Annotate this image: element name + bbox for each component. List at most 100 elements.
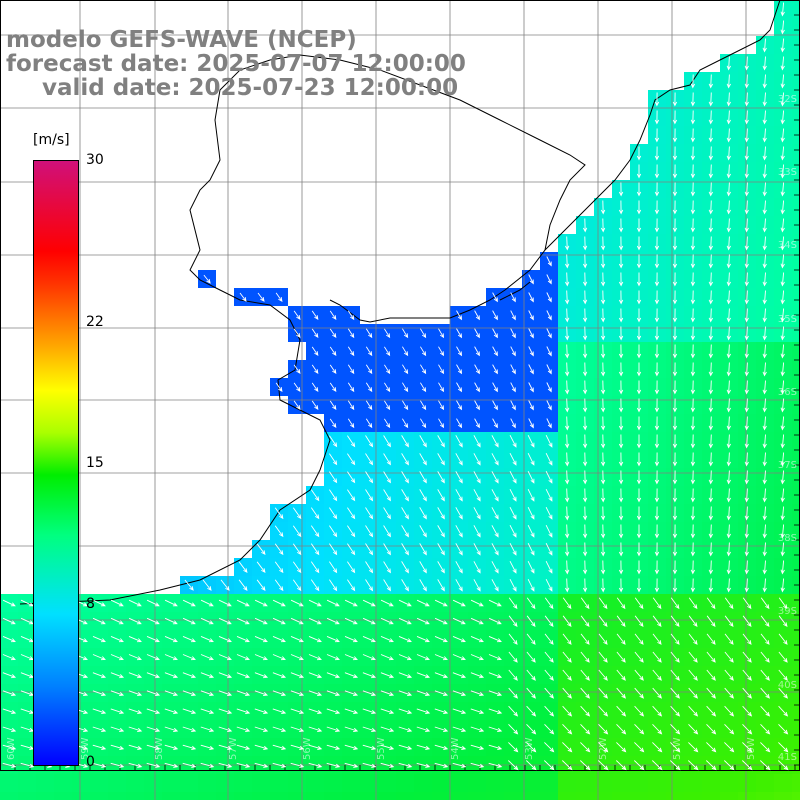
wind-arrow bbox=[688, 687, 698, 699]
wind-arrow bbox=[491, 471, 499, 484]
wind-speed-cell bbox=[198, 774, 216, 792]
wind-arrow bbox=[488, 672, 503, 679]
wind-arrow bbox=[510, 346, 516, 357]
wind-arrow bbox=[347, 435, 356, 448]
wind-arrow bbox=[634, 742, 645, 753]
wind-arrow bbox=[652, 651, 662, 663]
wind-arrow bbox=[744, 470, 749, 485]
wind-arrow bbox=[742, 633, 752, 645]
wind-arrow bbox=[565, 434, 570, 449]
wind-arrow bbox=[509, 434, 517, 448]
wind-arrow bbox=[452, 708, 467, 715]
wind-speed-cell bbox=[54, 774, 72, 792]
wind-arrow bbox=[762, 146, 767, 161]
wind-arrow bbox=[778, 651, 788, 663]
wind-arrow bbox=[437, 579, 445, 592]
wind-arrow bbox=[634, 669, 644, 681]
wind-arrow bbox=[420, 346, 427, 357]
wind-speed-cell bbox=[324, 792, 342, 800]
wind-speed-cell bbox=[684, 774, 702, 792]
wind-arrow bbox=[492, 292, 498, 303]
wind-arrow bbox=[236, 635, 250, 643]
wind-arrow bbox=[470, 672, 485, 679]
wind-arrow bbox=[742, 597, 752, 610]
wind-arrow bbox=[600, 524, 606, 539]
wind-arrow bbox=[92, 617, 106, 625]
wind-arrow bbox=[724, 669, 734, 681]
wind-arrow bbox=[616, 615, 626, 628]
wind-arrow bbox=[690, 146, 696, 161]
wind-arrow bbox=[526, 742, 537, 753]
wind-arrow bbox=[218, 708, 233, 715]
wind-arrow bbox=[401, 525, 409, 538]
wind-arrow bbox=[708, 380, 713, 395]
wind-arrow bbox=[292, 543, 302, 556]
wind-arrow bbox=[492, 364, 498, 375]
wind-arrow bbox=[690, 380, 696, 395]
wind-arrow bbox=[708, 470, 713, 485]
wind-arrow bbox=[672, 416, 678, 431]
wind-speed-cell bbox=[792, 342, 800, 360]
wind-arrow bbox=[780, 452, 785, 467]
wind-speed-cell bbox=[792, 594, 800, 612]
wind-arrow bbox=[690, 362, 696, 377]
wind-arrow bbox=[618, 308, 624, 323]
wind-speed-cell bbox=[792, 360, 800, 378]
wind-arrow bbox=[652, 687, 662, 699]
wind-arrow bbox=[708, 326, 713, 341]
wind-arrow bbox=[473, 435, 481, 448]
wind-arrow bbox=[634, 705, 645, 717]
wind-arrow bbox=[598, 742, 609, 753]
wind-arrow bbox=[470, 599, 484, 607]
wind-arrow bbox=[200, 654, 214, 661]
wind-speed-cell bbox=[792, 522, 800, 540]
wind-arrow bbox=[20, 599, 34, 607]
wind-arrow bbox=[741, 760, 753, 771]
wind-arrow bbox=[362, 672, 377, 679]
wind-arrow bbox=[290, 599, 304, 607]
wind-arrow bbox=[618, 506, 624, 521]
wind-arrow bbox=[419, 561, 427, 574]
wind-arrow bbox=[545, 434, 553, 448]
wind-arrow bbox=[434, 617, 448, 625]
wind-arrow bbox=[726, 74, 731, 89]
wind-arrow bbox=[600, 344, 606, 359]
wind-arrow bbox=[164, 744, 179, 750]
wind-arrow bbox=[565, 416, 570, 431]
wind-arrow bbox=[762, 56, 767, 71]
wind-arrow bbox=[545, 524, 553, 538]
wind-speed-cell bbox=[504, 792, 522, 800]
wind-arrow bbox=[672, 434, 678, 449]
wind-arrow bbox=[509, 488, 517, 502]
wind-arrow bbox=[200, 726, 215, 732]
wind-arrow bbox=[672, 542, 678, 557]
wind-arrow bbox=[597, 760, 609, 771]
wind-arrow bbox=[110, 635, 124, 643]
wind-arrow bbox=[344, 599, 358, 607]
wind-arrow bbox=[308, 672, 323, 679]
wind-speed-cell bbox=[162, 792, 180, 800]
wind-arrow bbox=[708, 416, 713, 431]
wind-arrow bbox=[452, 726, 467, 732]
wind-arrow bbox=[724, 597, 734, 610]
wind-arrow bbox=[272, 762, 287, 768]
wind-arrow bbox=[706, 669, 716, 681]
wind-arrow bbox=[146, 635, 160, 643]
wind-arrow bbox=[254, 654, 268, 661]
wind-arrow bbox=[600, 452, 606, 467]
wind-speed-cell bbox=[774, 774, 792, 792]
wind-speed-cell bbox=[126, 792, 144, 800]
wind-arrow bbox=[742, 615, 752, 628]
wind-arrow bbox=[182, 599, 196, 607]
wind-arrow bbox=[690, 578, 696, 593]
wind-arrow bbox=[636, 308, 642, 323]
wind-arrow bbox=[452, 617, 466, 625]
wind-arrow bbox=[416, 617, 430, 625]
wind-speed-cell bbox=[18, 774, 36, 792]
wind-arrow bbox=[618, 398, 624, 413]
wind-arrow bbox=[416, 690, 431, 697]
wind-arrow bbox=[565, 254, 570, 269]
wind-arrow bbox=[690, 524, 696, 539]
wind-arrow bbox=[508, 633, 518, 645]
wind-arrow bbox=[455, 471, 463, 484]
